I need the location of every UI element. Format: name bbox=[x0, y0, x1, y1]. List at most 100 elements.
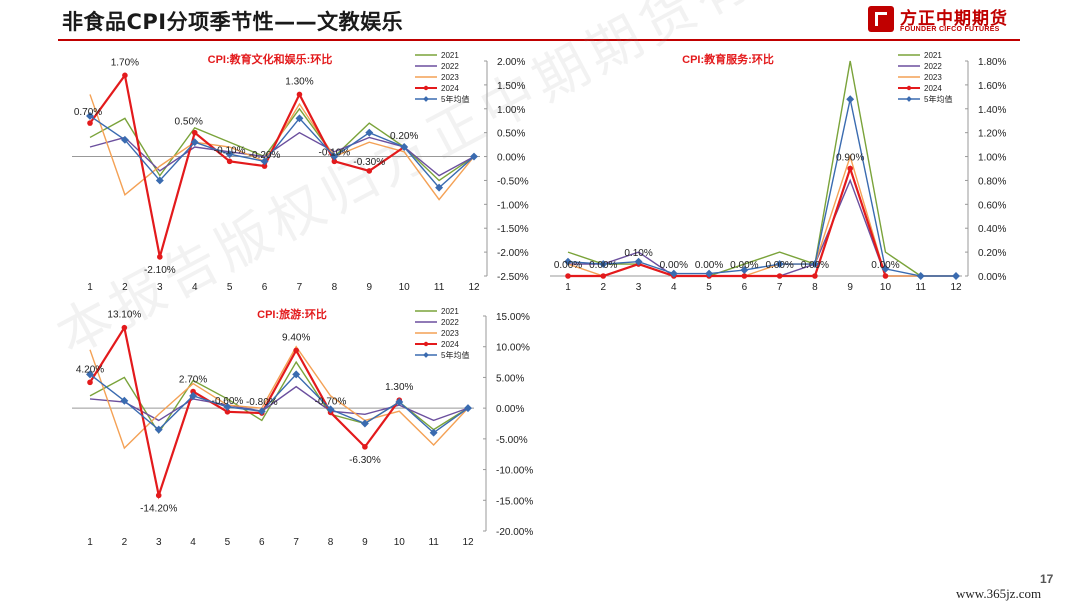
y-tick-label: 0.20% bbox=[978, 248, 1006, 259]
x-tick-label: 3 bbox=[636, 282, 642, 293]
data-point-2024 bbox=[87, 379, 93, 386]
data-label: -0.30% bbox=[353, 157, 385, 168]
x-tick-label: 1 bbox=[87, 537, 93, 548]
x-tick-label: 12 bbox=[950, 282, 962, 293]
data-label: 0.00% bbox=[695, 260, 723, 271]
y-tick-label: -5.00% bbox=[496, 435, 528, 446]
series-line-2024 bbox=[568, 164, 887, 278]
x-tick-label: 3 bbox=[156, 537, 162, 548]
y-tick-label: 1.40% bbox=[978, 105, 1006, 116]
data-label: 0.10% bbox=[624, 248, 652, 259]
y-tick-label: 1.00% bbox=[497, 105, 525, 116]
data-label: 0.00% bbox=[871, 260, 899, 271]
data-label: 0.00% bbox=[589, 260, 617, 271]
y-tick-label: 0.40% bbox=[978, 224, 1006, 235]
x-tick-label: 1 bbox=[87, 282, 93, 293]
data-point-avg bbox=[326, 405, 335, 414]
series-line-5年均值 bbox=[89, 115, 475, 189]
x-tick-label: 10 bbox=[394, 537, 406, 548]
x-tick-label: 11 bbox=[916, 282, 927, 293]
data-point-avg bbox=[120, 135, 129, 144]
x-tick-label: 4 bbox=[190, 537, 196, 548]
y-tick-label: 1.00% bbox=[978, 153, 1006, 164]
legend-marker-2024 bbox=[906, 85, 912, 91]
y-tick-label: 10.00% bbox=[496, 343, 530, 354]
data-point-avg bbox=[470, 152, 478, 161]
data-label: 1.30% bbox=[285, 76, 313, 87]
legend-marker-avg bbox=[423, 96, 429, 102]
data-label: 4.20% bbox=[76, 364, 104, 375]
data-point-avg bbox=[429, 428, 438, 437]
data-point-avg bbox=[155, 176, 164, 185]
data-point-2024 bbox=[87, 120, 93, 126]
data-point-avg bbox=[435, 183, 444, 192]
legend-label-2023: 2023 bbox=[924, 73, 942, 82]
data-point-avg bbox=[86, 111, 94, 120]
x-tick-label: 8 bbox=[332, 282, 338, 293]
data-label: -0.60% bbox=[212, 396, 244, 407]
data-label: 0.20% bbox=[390, 131, 418, 142]
data-label: 0.00% bbox=[730, 260, 758, 271]
data-point-2024 bbox=[226, 158, 233, 165]
x-tick-label: 5 bbox=[225, 537, 231, 548]
legend-marker-avg bbox=[906, 96, 912, 102]
chart-title: CPI:教育服务:环比 bbox=[682, 52, 774, 66]
data-label: 0.00% bbox=[660, 260, 688, 271]
data-point-avg bbox=[292, 370, 301, 379]
title-divider bbox=[58, 39, 1020, 41]
series-line-2022 bbox=[89, 131, 475, 177]
data-point-avg bbox=[952, 272, 960, 280]
legend-label-2024: 2024 bbox=[924, 84, 942, 93]
x-tick-label: 10 bbox=[399, 282, 411, 293]
y-tick-label: -0.50% bbox=[497, 176, 529, 187]
legend-label-2023: 2023 bbox=[441, 329, 459, 338]
data-point-2024 bbox=[190, 388, 196, 395]
data-point-2024 bbox=[331, 158, 338, 165]
x-tick-label: 12 bbox=[468, 282, 480, 293]
y-tick-label: 0.60% bbox=[978, 200, 1006, 211]
data-point-2024 bbox=[293, 347, 299, 354]
x-tick-label: 7 bbox=[293, 537, 299, 548]
data-point-2024 bbox=[122, 72, 128, 79]
legend-label-2021: 2021 bbox=[441, 307, 459, 316]
series-line-2023 bbox=[89, 94, 475, 201]
data-point-avg bbox=[705, 269, 714, 278]
data-point-2024 bbox=[882, 273, 889, 279]
data-point-2024 bbox=[155, 492, 162, 499]
data-point-2024 bbox=[191, 129, 198, 136]
x-tick-label: 1 bbox=[565, 282, 571, 293]
legend-label-2021: 2021 bbox=[441, 51, 459, 60]
x-tick-label: 12 bbox=[462, 537, 474, 548]
y-tick-label: 2.00% bbox=[497, 57, 525, 68]
y-tick-label: 1.60% bbox=[978, 81, 1006, 92]
x-tick-label: 9 bbox=[362, 537, 368, 548]
data-label: -14.20% bbox=[140, 503, 177, 514]
data-point-avg bbox=[846, 95, 855, 104]
data-label: 0.50% bbox=[175, 117, 203, 128]
legend-label-2023: 2023 bbox=[441, 73, 459, 82]
y-tick-label: -2.50% bbox=[497, 272, 529, 283]
data-point-avg bbox=[395, 398, 404, 406]
legend-marker-avg bbox=[423, 352, 429, 358]
y-tick-label: 1.80% bbox=[978, 57, 1006, 68]
x-tick-label: 3 bbox=[157, 282, 163, 293]
data-point-avg bbox=[669, 269, 678, 278]
data-point-avg bbox=[464, 404, 472, 413]
x-tick-label: 2 bbox=[122, 282, 128, 293]
data-label: 0.00% bbox=[765, 260, 793, 271]
data-label: 0.90% bbox=[836, 153, 864, 164]
data-point-2024 bbox=[366, 168, 373, 174]
logo-english-name: FOUNDER CIFCO FUTURES bbox=[900, 26, 1000, 33]
y-tick-label: 0.50% bbox=[497, 129, 525, 140]
data-point-avg bbox=[190, 138, 199, 147]
data-point-2024 bbox=[224, 409, 231, 415]
x-tick-label: 4 bbox=[192, 282, 198, 293]
data-label: 9.40% bbox=[282, 332, 310, 343]
data-label: -0.70% bbox=[315, 396, 347, 407]
page-number: 17 bbox=[1040, 572, 1054, 586]
data-label: 0.00% bbox=[801, 260, 829, 271]
series-line-5年均值 bbox=[567, 99, 956, 277]
data-point-avg bbox=[189, 391, 198, 400]
y-tick-label: 15.00% bbox=[496, 312, 530, 323]
data-point-avg bbox=[810, 260, 819, 269]
